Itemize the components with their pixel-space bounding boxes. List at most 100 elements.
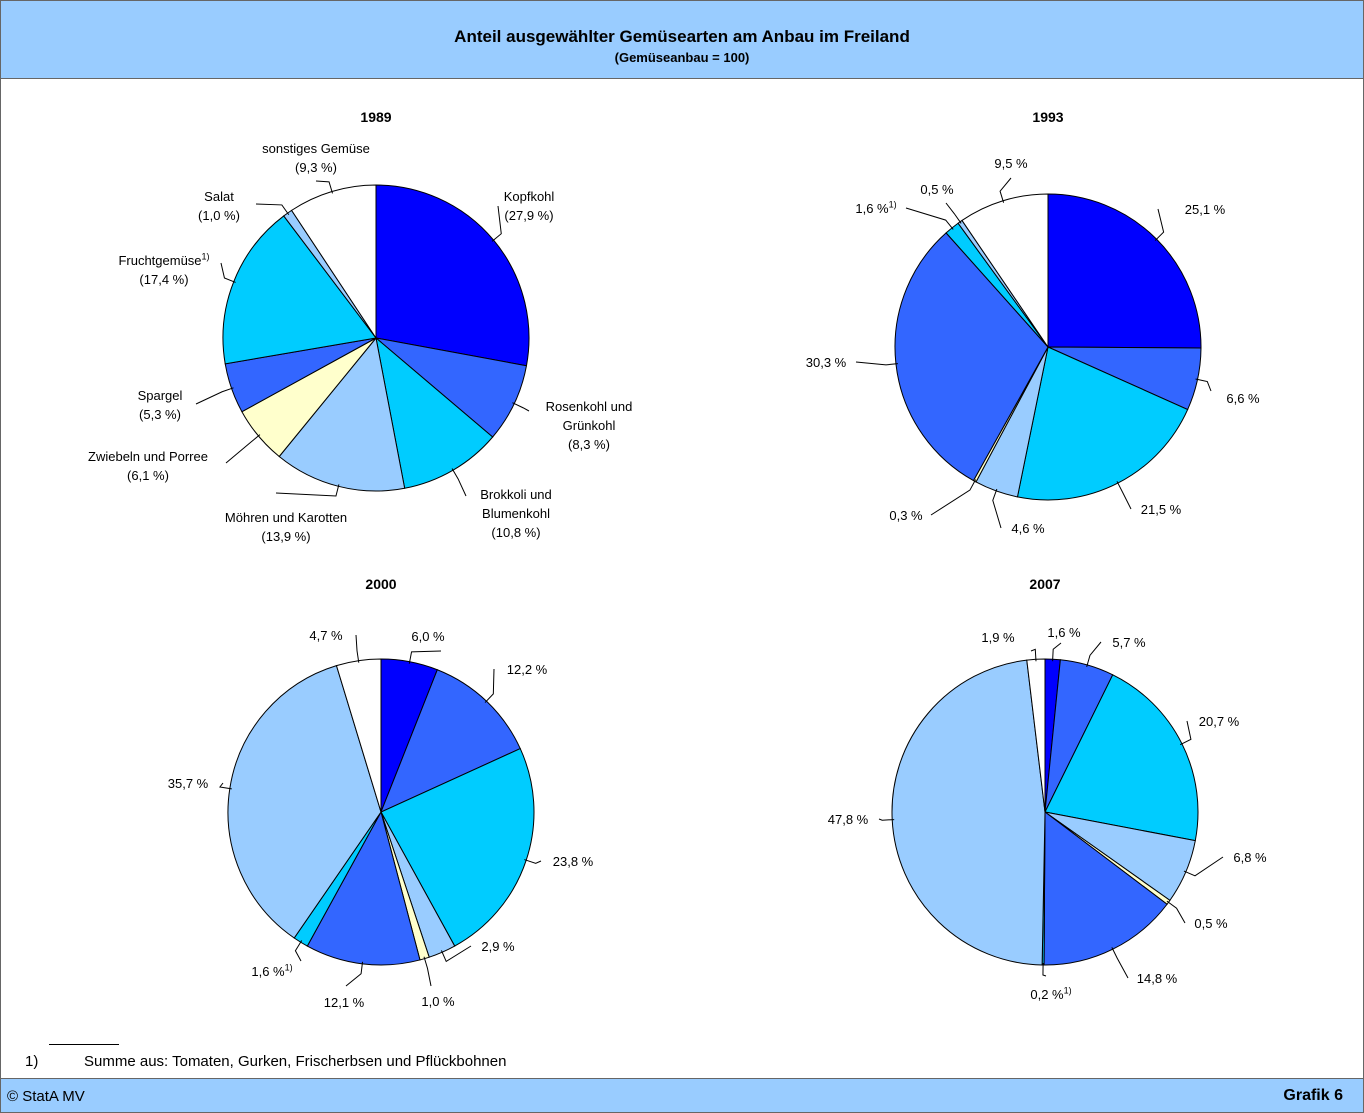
value-label: (1,0 %) [198,208,240,223]
data-label: 30,3 % [806,353,846,372]
leader-line [315,180,333,194]
value-label: 6,8 % [1233,850,1267,865]
value-label: 1,9 % [981,630,1015,645]
value-label: 0,2 % [1030,987,1064,1002]
category-label: Salat [204,189,234,204]
value-label: 12,2 % [506,662,548,677]
value-label: 47,8 % [827,812,869,827]
footnote-text: Summe aus: Tomaten, Gurken, Frischerbsen… [84,1053,507,1070]
leader-line [945,202,962,224]
data-label: 9,5 % [994,154,1027,173]
data-label: 12,2 % [507,660,547,679]
leader-line [512,402,530,412]
data-label: 14,8 % [1137,969,1177,988]
data-label: Fruchtgemüse1) (17,4 %) [104,251,224,289]
data-label: 0,2 %1) [1030,985,1071,1004]
value-label: 21,5 % [1140,502,1182,517]
category-label: Spargel [137,388,183,403]
leader-line [195,387,234,405]
value-label: (10,8 %) [491,525,541,540]
leader-line [1183,856,1224,877]
leader-line [1116,481,1132,510]
leader-line [1052,642,1062,662]
leader-line [255,203,290,216]
category-label: Zwiebeln und Porree [88,449,208,464]
category-label: Kopfkohl [503,189,555,204]
value-label: (5,3 %) [139,407,181,422]
leader-line [1042,962,1047,977]
title: Anteil ausgewählter Gemüsearten am Anbau… [454,27,910,46]
value-label: 1,6 % [1047,625,1081,640]
leader-line [408,650,442,664]
value-label: (27,9 %) [504,208,554,223]
data-label: 12,1 % [324,993,364,1012]
value-label: 0,3 % [889,508,923,523]
leader-line [423,956,432,987]
value-label: 2,9 % [481,939,515,954]
footnote-mark: 1) [1063,985,1072,996]
value-label: 6,6 % [1226,391,1260,406]
leader-line [1154,208,1165,241]
data-label: 0,5 % [1194,914,1227,933]
data-label: 1,0 % [421,992,454,1011]
value-label: 12,1 % [323,995,365,1010]
data-label: 47,8 % [828,810,868,829]
value-label: 23,8 % [552,854,594,869]
leader-line [294,940,303,962]
leader-line [905,207,954,230]
leader-line [999,177,1012,203]
data-label: 4,6 % [1011,519,1044,538]
value-label: 4,7 % [309,628,343,643]
data-label: 4,7 % [309,626,342,645]
value-label: (9,3 %) [295,160,337,175]
leader-line [930,479,977,516]
data-label: Salat (1,0 %) [179,187,259,225]
data-label: Brokkoli und Blumenkohl (10,8 %) [466,485,566,542]
footnote-mark: 1) [888,199,897,210]
data-label: 5,7 % [1112,633,1145,652]
value-label: 1,6 % [251,964,285,979]
value-label: 1,0 % [421,994,455,1009]
data-label: Spargel (5,3 %) [115,386,205,424]
category-label: Brokkoli und Blumenkohl [480,487,552,521]
leader-line [440,945,472,963]
value-label: 0,5 % [920,182,954,197]
value-label: (8,3 %) [568,437,610,452]
value-label: 30,3 % [805,355,847,370]
pie-slice [1047,193,1202,349]
leader-line [1179,720,1192,746]
leader-line [345,961,364,987]
leader-line [524,859,542,864]
footnote-rule [49,1044,119,1045]
data-label: 6,0 % [411,627,444,646]
data-label: 21,5 % [1141,500,1181,519]
data-label: Möhren und Karotten (13,9 %) [201,508,371,546]
data-label: Zwiebeln und Porree (6,1 %) [63,447,233,485]
subtitle: (Gemüseanbau = 100) [614,50,750,65]
data-label: 0,3 % [889,506,922,525]
data-label: sonstiges Gemüse (9,3 %) [246,139,386,177]
leader-line [1086,641,1102,668]
data-label: 6,8 % [1233,848,1266,867]
value-label: 0,5 % [1194,916,1228,931]
data-label: 35,7 % [168,774,208,793]
pie-title: 2007 [1029,576,1061,592]
value-label: 9,5 % [994,156,1028,171]
leader-line [1030,648,1037,662]
data-label: 1,6 %1) [251,962,292,981]
leader-line [491,205,502,242]
leader-line [225,434,261,464]
category-label: Fruchtgemüse [118,253,202,268]
value-label: 4,6 % [1011,521,1045,536]
pie-title: 1993 [1032,109,1064,125]
data-label: 20,7 % [1199,712,1239,731]
footer: © StatA MV Grafik 6 [1,1078,1363,1112]
figure-number: Grafik 6 [1283,1087,1343,1104]
data-label: Rosenkohl und Grünkohl (8,3 %) [534,397,644,454]
data-label: 1,6 %1) [855,199,896,218]
value-label: (6,1 %) [127,468,169,483]
data-label: 1,6 % [1047,623,1080,642]
category-label: sonstiges Gemüse [262,141,370,156]
